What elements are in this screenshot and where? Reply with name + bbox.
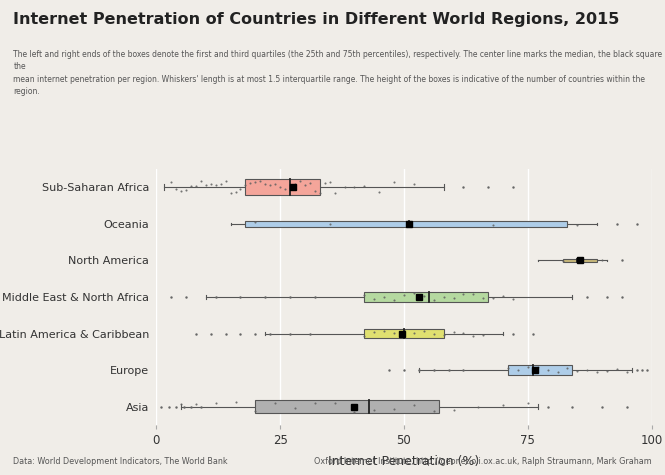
Bar — [245, 221, 567, 227]
Text: Data: World Development Indicators, The World Bank: Data: World Development Indicators, The … — [13, 457, 228, 466]
Bar — [364, 292, 488, 302]
Bar — [508, 365, 573, 375]
Bar — [245, 179, 320, 195]
X-axis label: Internet Penetration (%): Internet Penetration (%) — [329, 456, 479, 468]
Bar — [364, 329, 444, 338]
Text: The left and right ends of the boxes denote the first and third quartiles (the 2: The left and right ends of the boxes den… — [13, 50, 662, 96]
Text: Internet Penetration of Countries in Different World Regions, 2015: Internet Penetration of Countries in Dif… — [13, 12, 620, 27]
Text: Oxford Internet Institute, http://geonet.oii.ox.ac.uk, Ralph Straumann, Mark Gra: Oxford Internet Institute, http://geonet… — [314, 457, 652, 466]
Bar — [563, 259, 597, 262]
Bar — [255, 400, 439, 413]
